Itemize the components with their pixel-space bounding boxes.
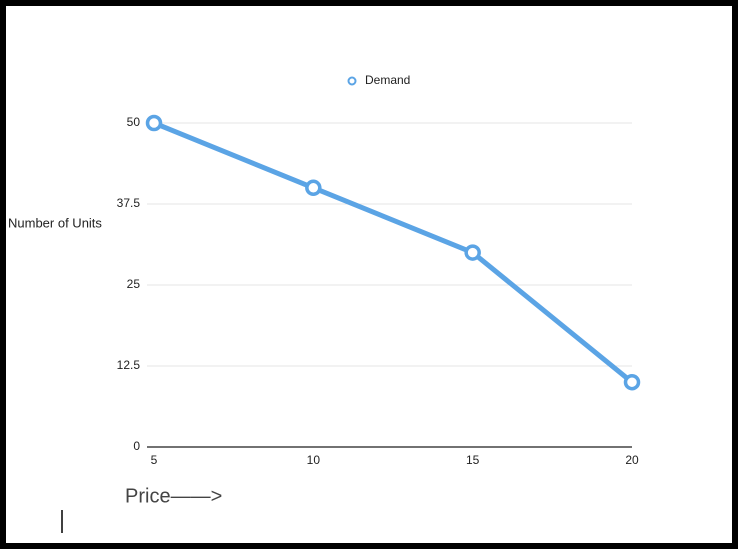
data-point (623, 373, 641, 391)
y-tick-label: 50 (127, 115, 141, 129)
x-axis-label: Price——> (125, 485, 222, 507)
legend-label: Demand (365, 73, 410, 87)
legend-marker (347, 76, 357, 86)
data-point (305, 179, 322, 197)
data-point (145, 114, 163, 132)
x-tick-label: 10 (307, 453, 321, 467)
y-tick-label: 0 (133, 439, 140, 453)
y-axis-label: Number of Units (8, 215, 102, 230)
x-tick-label: 20 (625, 453, 639, 467)
data-line (153, 120, 634, 385)
x-tick-label: 15 (466, 453, 480, 467)
x-tick-label: 5 (151, 453, 158, 467)
y-tick-label: 25 (127, 277, 141, 291)
data-point (464, 244, 481, 261)
y-tick-label: 12.5 (117, 358, 141, 372)
y-tick-label: 37.5 (117, 196, 141, 210)
